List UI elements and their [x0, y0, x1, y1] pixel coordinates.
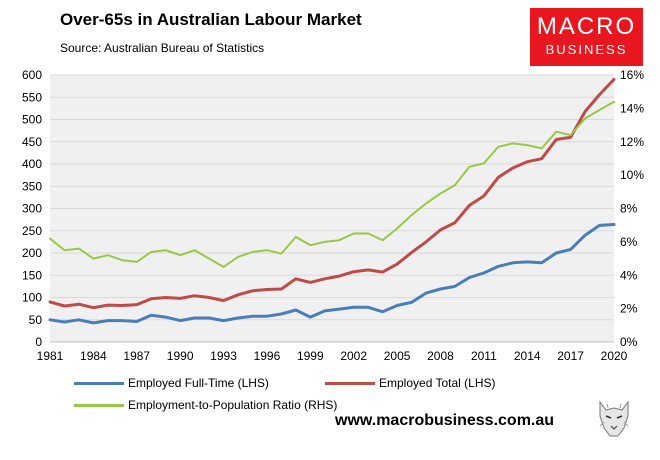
x-tick-label: 2017 — [557, 349, 584, 363]
y-left-tick-label: 400 — [22, 157, 42, 171]
y-left-tick-label: 350 — [22, 179, 42, 193]
y-left-tick-label: 50 — [29, 313, 43, 327]
y-left-tick-label: 600 — [22, 68, 42, 82]
macrobusiness-logo: MACRO BUSINESS — [530, 8, 643, 66]
y-left-tick-label: 500 — [22, 113, 42, 127]
y-right-tick-label: 10% — [620, 168, 644, 182]
y-left-tick-label: 200 — [22, 246, 42, 260]
x-tick-label: 1993 — [210, 349, 237, 363]
wolf-mascot-icon — [599, 400, 629, 437]
y-right-tick-label: 14% — [620, 101, 644, 115]
y-left-tick-label: 450 — [22, 135, 42, 149]
line-employed-total — [48, 77, 616, 310]
x-tick-label: 1999 — [297, 349, 324, 363]
x-tick-label: 2002 — [340, 349, 367, 363]
line-employment-population-ratio — [49, 100, 615, 268]
x-tick-label: 2011 — [471, 349, 497, 363]
y-left-tick-label: 550 — [22, 90, 42, 104]
y-right-tick-label: 6% — [620, 235, 638, 249]
x-tick-label: 1996 — [254, 349, 281, 363]
website-url[interactable]: www.macrobusiness.com.au — [335, 412, 555, 429]
x-tick-label: 1981 — [37, 349, 64, 363]
x-tick-label: 1990 — [167, 349, 194, 363]
y-right-tick-label: 8% — [620, 202, 638, 216]
legend-swatch-total — [325, 381, 375, 385]
legend-swatch-ratio — [74, 403, 124, 407]
legend-swatch-full-time — [74, 381, 124, 385]
y-right-tick-label: 0% — [620, 335, 638, 349]
legend-label-total: Employed Total (LHS) — [379, 376, 496, 390]
logo-line-2: BUSINESS — [545, 42, 628, 57]
legend-ratio: Employment-to-Population Ratio (RHS) — [74, 398, 337, 412]
x-tick-label: 1984 — [80, 349, 107, 363]
chart-source: Source: Australian Bureau of Statistics — [60, 41, 265, 55]
x-tick-label: 2020 — [601, 349, 628, 363]
x-tick-label: 2014 — [514, 349, 541, 363]
y-right-tick-label: 4% — [620, 268, 638, 282]
x-tick-label: 2005 — [384, 349, 411, 363]
logo-line-1: MACRO — [536, 13, 637, 40]
y-left-tick-label: 100 — [22, 291, 42, 305]
x-tick-label: 1987 — [123, 349, 150, 363]
y-right-tick-label: 2% — [620, 302, 638, 316]
chart-title: Over-65s in Australian Labour Market — [60, 10, 362, 29]
y-left-tick-label: 0 — [35, 335, 42, 349]
line-employed-full-time — [48, 223, 616, 325]
legend-label-full-time: Employed Full-Time (LHS) — [128, 376, 269, 390]
legend-total: Employed Total (LHS) — [325, 376, 496, 390]
y-right-tick-label: 16% — [620, 68, 644, 82]
x-tick-label: 2008 — [427, 349, 454, 363]
y-right-tick-label: 12% — [620, 135, 644, 149]
y-left-tick-label: 250 — [22, 224, 42, 238]
legend-full-time: Employed Full-Time (LHS) — [74, 376, 269, 390]
legend-label-ratio: Employment-to-Population Ratio (RHS) — [128, 398, 338, 412]
y-left-tick-label: 300 — [22, 202, 42, 216]
y-left-tick-label: 150 — [22, 268, 42, 282]
